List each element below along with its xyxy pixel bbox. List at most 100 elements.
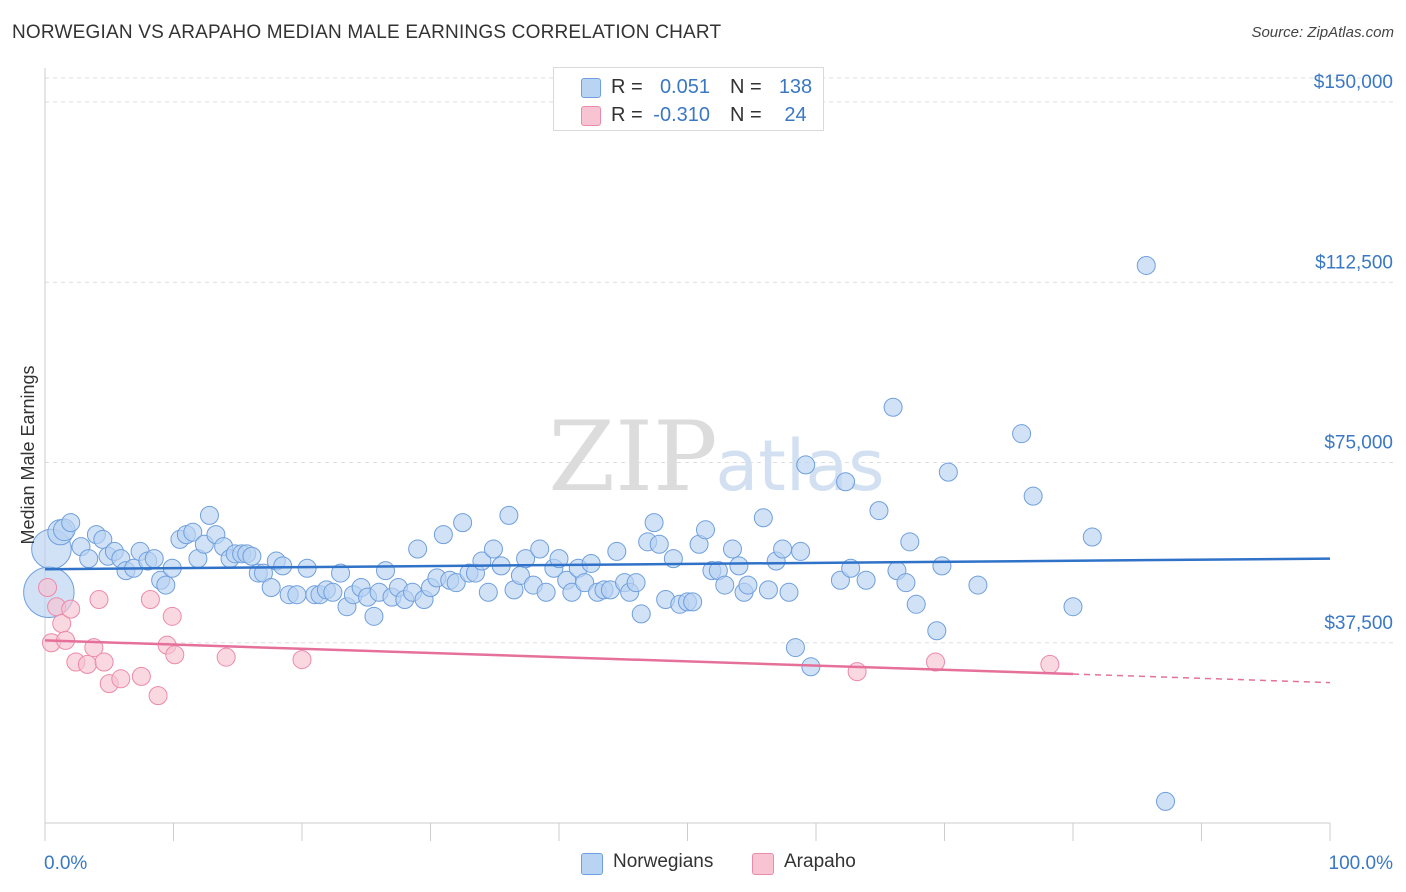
norwegians-point bbox=[729, 556, 749, 576]
norwegians-point bbox=[1136, 255, 1156, 275]
norwegians-point bbox=[79, 549, 99, 569]
arapaho-point bbox=[165, 645, 185, 665]
norwegians-point bbox=[649, 534, 669, 554]
norwegians-point bbox=[446, 573, 466, 593]
norwegians-point bbox=[549, 549, 569, 569]
norwegians-point bbox=[779, 582, 799, 602]
series-swatch-arapaho bbox=[752, 853, 774, 875]
norwegians-point bbox=[1082, 527, 1102, 547]
norwegians-point bbox=[607, 541, 627, 561]
series-name-norwegians: Norwegians bbox=[613, 851, 714, 872]
norwegians-point bbox=[1023, 486, 1043, 506]
y-tick-label: $150,000 bbox=[1314, 72, 1393, 93]
norwegians-point bbox=[364, 606, 384, 626]
arapaho-point bbox=[61, 599, 81, 619]
norwegians-point bbox=[683, 592, 703, 612]
norwegians-point bbox=[530, 539, 550, 559]
legend-n-label: N = bbox=[730, 76, 762, 98]
norwegians-point bbox=[408, 539, 428, 559]
arapaho-point bbox=[926, 652, 946, 672]
norwegians-point bbox=[900, 532, 920, 552]
norwegians-point bbox=[883, 397, 903, 417]
norwegians-point bbox=[183, 522, 203, 542]
norwegians-point bbox=[927, 621, 947, 641]
norwegians-point bbox=[856, 570, 876, 590]
norwegians-point bbox=[453, 513, 473, 533]
legend-swatch-arapaho bbox=[581, 106, 601, 126]
norwegians-point bbox=[968, 575, 988, 595]
norwegians-point bbox=[156, 575, 176, 595]
source-label: Source: ZipAtlas.com bbox=[1251, 24, 1394, 41]
y-tick-label: $112,500 bbox=[1315, 252, 1393, 273]
trend-lines bbox=[44, 557, 1331, 684]
series-swatch-norwegians bbox=[581, 853, 603, 875]
arapaho-trend-line bbox=[44, 639, 1074, 676]
arapaho-point bbox=[111, 669, 131, 689]
arapaho-point bbox=[148, 686, 168, 706]
watermark-zip: ZIP bbox=[548, 401, 717, 513]
norwegians-point bbox=[433, 525, 453, 545]
norwegians-point bbox=[1156, 791, 1176, 811]
legend-n-value-norwegians: 138 bbox=[778, 76, 813, 98]
arapaho-point bbox=[140, 590, 160, 609]
norwegians-point bbox=[938, 462, 958, 482]
arapaho-point bbox=[77, 654, 97, 674]
axes bbox=[44, 68, 1331, 841]
chart-title: NORWEGIAN VS ARAPAHO MEDIAN MALE EARNING… bbox=[12, 22, 722, 43]
norwegians-points bbox=[23, 255, 1176, 811]
legend-r-label: R = bbox=[611, 76, 643, 98]
norwegians-point bbox=[773, 539, 793, 559]
norwegians-point bbox=[906, 594, 926, 614]
x-tick-label: 0.0% bbox=[44, 853, 87, 874]
norwegians-point bbox=[758, 580, 778, 600]
norwegians-point bbox=[261, 577, 281, 597]
arapaho-point bbox=[94, 652, 114, 672]
legend-row-norwegians: R = 0.051 N = 138 bbox=[554, 73, 823, 101]
norwegians-point bbox=[536, 582, 556, 602]
norwegians-point bbox=[478, 582, 498, 602]
norwegians-point bbox=[722, 539, 742, 559]
arapaho-point bbox=[292, 650, 312, 670]
norwegians-point bbox=[715, 575, 735, 595]
arapaho-point bbox=[847, 662, 867, 682]
norwegians-point bbox=[323, 582, 343, 602]
norwegians-point bbox=[785, 638, 805, 658]
norwegians-point bbox=[199, 505, 219, 525]
legend-swatch-norwegians bbox=[581, 78, 601, 98]
norwegians-point bbox=[836, 472, 856, 492]
arapaho-point bbox=[131, 666, 151, 686]
legend-r-value-norwegians: 0.051 bbox=[659, 76, 710, 98]
norwegians-point bbox=[869, 501, 889, 521]
arapaho-point bbox=[89, 590, 109, 609]
norwegians-point bbox=[242, 546, 262, 566]
legend-r-label: R = bbox=[611, 104, 643, 126]
stats-legend: R = 0.051 N = 138 R = -0.310 N = 24 bbox=[553, 67, 824, 131]
norwegians-point bbox=[516, 549, 536, 569]
norwegians-point bbox=[144, 549, 164, 569]
norwegians-point bbox=[626, 573, 646, 593]
arapaho-trend-extension bbox=[1072, 673, 1331, 684]
norwegians-point bbox=[483, 539, 503, 559]
legend-n-label: N = bbox=[730, 104, 762, 126]
norwegians-point bbox=[376, 561, 396, 581]
zipatlas-watermark: ZIP atlas bbox=[548, 401, 884, 513]
arapaho-point bbox=[216, 647, 236, 667]
norwegians-point bbox=[331, 563, 351, 583]
y-axis-label: Median Male Earnings bbox=[18, 365, 38, 544]
arapaho-point bbox=[1040, 654, 1060, 674]
legend-n-value-arapaho: 24 bbox=[784, 104, 807, 126]
norwegians-point bbox=[61, 513, 81, 533]
norwegians-point bbox=[932, 556, 952, 576]
norwegians-point bbox=[791, 541, 811, 561]
y-tick-label: $75,000 bbox=[1324, 433, 1393, 454]
norwegians-point bbox=[575, 573, 595, 593]
norwegians-point bbox=[287, 585, 307, 605]
norwegians-point bbox=[499, 505, 519, 525]
series-name-arapaho: Arapaho bbox=[784, 851, 856, 872]
norwegians-point bbox=[896, 573, 916, 593]
norwegians-point bbox=[273, 556, 293, 576]
legend-r-value-arapaho: -0.310 bbox=[653, 104, 710, 126]
norwegians-point bbox=[695, 520, 715, 540]
norwegians-point bbox=[562, 582, 582, 602]
norwegians-trend-line bbox=[44, 557, 1331, 571]
